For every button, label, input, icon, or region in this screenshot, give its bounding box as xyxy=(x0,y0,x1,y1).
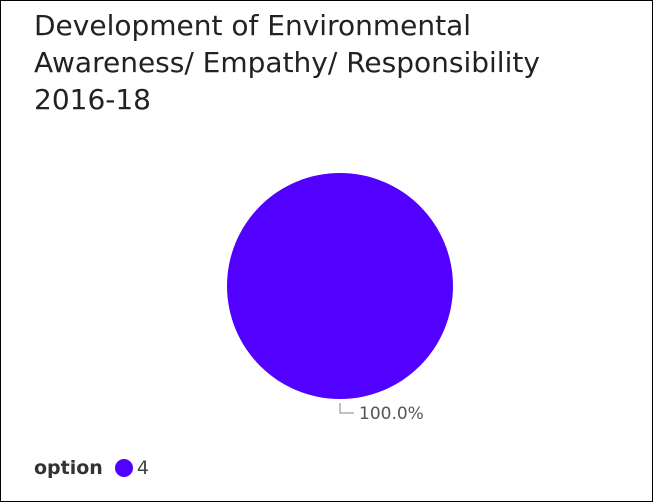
chart-title-line-1: Development of Environmental xyxy=(34,9,472,42)
slice-leader-line xyxy=(339,403,354,414)
chart-title-line-3: 2016-18 xyxy=(34,83,151,116)
legend-label: 4 xyxy=(136,457,149,479)
pie-slices xyxy=(227,173,453,399)
pie-slice-4[interactable] xyxy=(227,173,453,399)
legend: option 4 xyxy=(34,455,149,481)
legend-swatch-icon xyxy=(114,459,133,477)
legend-title: option xyxy=(34,457,103,479)
legend-entry[interactable]: 4 xyxy=(114,457,149,479)
chart-title: Development of Environmental Awareness/ … xyxy=(34,7,634,118)
chart-title-line-2: Awareness/ Empathy/ Responsibility xyxy=(34,46,540,79)
slice-percent-label: 100.0% xyxy=(359,404,424,424)
pie-labels: 100.0% xyxy=(339,403,424,424)
